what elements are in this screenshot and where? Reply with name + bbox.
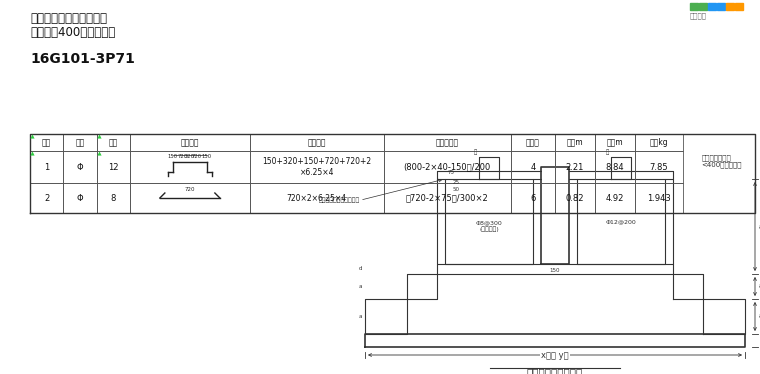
Text: 计算公式: 计算公式	[308, 138, 326, 147]
Bar	[708, 3, 716, 10]
Text: 16G101-3P71: 16G101-3P71	[30, 52, 135, 66]
Text: Φ: Φ	[77, 162, 84, 172]
Text: 150: 150	[549, 268, 560, 273]
Text: （720-2×75）/300×2: （720-2×75）/300×2	[406, 193, 489, 202]
Text: 总重kg: 总重kg	[649, 138, 668, 147]
Text: 0.82: 0.82	[565, 193, 584, 202]
Text: 双杯口独立基础构造: 双杯口独立基础构造	[527, 367, 583, 374]
Text: (800-2×40-150）/200: (800-2×40-150）/200	[404, 162, 491, 172]
Text: 2: 2	[44, 193, 49, 202]
Text: 当中间杯壁宽度
<400时构造配筋: 当中间杯壁宽度 <400时构造配筋	[701, 154, 742, 168]
Bar	[735, 3, 743, 10]
Text: 7.85: 7.85	[649, 162, 668, 172]
Text: 总根数: 总根数	[526, 138, 540, 147]
Text: a: a	[759, 283, 760, 289]
Text: Φ: Φ	[77, 193, 84, 202]
Text: 柱: 柱	[473, 149, 477, 155]
Text: 1: 1	[44, 162, 49, 172]
Text: Φ12@200: Φ12@200	[606, 219, 636, 224]
Bar	[717, 3, 725, 10]
Text: a: a	[759, 313, 760, 319]
Text: a: a	[759, 224, 760, 230]
Text: 12: 12	[108, 162, 119, 172]
Text: 总长m: 总长m	[606, 138, 623, 147]
Text: 150: 150	[202, 154, 212, 159]
Text: 720: 720	[185, 187, 195, 192]
Text: x（或 y）: x（或 y）	[541, 350, 568, 359]
Text: 2.21: 2.21	[565, 162, 584, 172]
Text: 25: 25	[453, 180, 460, 185]
Text: 75: 75	[448, 170, 455, 175]
Text: 杯口顶面纵横向钢筋间距: 杯口顶面纵横向钢筋间距	[318, 197, 360, 203]
Text: 150+320+150+720+720+2
×6.25×4: 150+320+150+720+720+2 ×6.25×4	[262, 157, 372, 177]
Text: 4: 4	[530, 162, 535, 172]
Bar	[699, 3, 707, 10]
Text: 150: 150	[168, 154, 178, 159]
Text: a: a	[359, 314, 362, 319]
Text: 4.92: 4.92	[606, 193, 624, 202]
Text: 720: 720	[192, 154, 202, 159]
Text: d: d	[359, 267, 362, 272]
Text: 320: 320	[185, 154, 195, 159]
Text: 8: 8	[111, 193, 116, 202]
Text: 根数计算式: 根数计算式	[435, 138, 459, 147]
Text: Φ8@300
(分布钢筋): Φ8@300 (分布钢筋)	[476, 220, 502, 232]
Text: 级别: 级别	[75, 138, 84, 147]
Text: 1.943: 1.943	[647, 193, 670, 202]
Text: 720: 720	[178, 154, 188, 159]
Text: a: a	[359, 284, 362, 289]
Text: 100: 100	[759, 349, 760, 355]
Text: 筑龙学社: 筑龙学社	[690, 12, 707, 19]
Text: 50: 50	[453, 187, 460, 192]
Text: 筋号: 筋号	[42, 138, 51, 147]
Text: 厚度小于400时构造配筋: 厚度小于400时构造配筋	[30, 26, 116, 39]
Text: 100: 100	[759, 338, 760, 343]
Text: 6: 6	[530, 193, 536, 202]
Text: 钢筋图形: 钢筋图形	[181, 138, 199, 147]
Text: 8.84: 8.84	[606, 162, 624, 172]
Text: 柱: 柱	[606, 149, 609, 155]
Bar	[690, 3, 698, 10]
Text: 直径: 直径	[109, 138, 118, 147]
Text: 双杯口独立基础中间杯壁: 双杯口独立基础中间杯壁	[30, 12, 107, 25]
Text: 单长m: 单长m	[566, 138, 583, 147]
Bar	[726, 3, 734, 10]
Text: 720×2×6.25×4: 720×2×6.25×4	[287, 193, 347, 202]
